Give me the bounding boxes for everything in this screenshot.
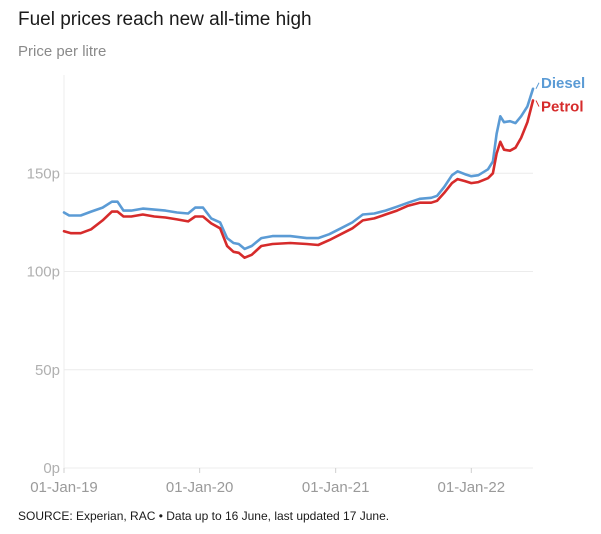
y-tick-label: 50p	[35, 362, 60, 379]
x-tick-label: 01-Jan-19	[30, 479, 98, 496]
x-tick-label: 01-Jan-21	[302, 479, 370, 496]
chart-title: Fuel prices reach new all-time high	[18, 9, 312, 30]
series-label-connector	[535, 82, 540, 89]
series-label-connector	[535, 100, 540, 107]
x-tick-label: 01-Jan-20	[166, 479, 234, 496]
series-labels: Diesel Petrol	[535, 75, 585, 116]
y-tick-label: 0p	[43, 460, 60, 477]
y-tick-label: 100p	[27, 264, 60, 281]
series-line-diesel	[62, 87, 535, 251]
series-label-petrol: Petrol	[541, 99, 584, 116]
chart-subtitle: Price per litre	[18, 43, 107, 60]
source-note: SOURCE: Experian, RAC • Data up to 16 Ju…	[18, 509, 390, 523]
x-axis-ticks: 01-Jan-19 01-Jan-20 01-Jan-21 01-Jan-22	[30, 468, 505, 496]
y-tick-label: 150p	[27, 165, 60, 182]
series-label-diesel: Diesel	[541, 75, 585, 92]
x-tick-label: 01-Jan-22	[438, 479, 506, 496]
series-line-petrol	[62, 99, 535, 259]
y-axis-ticks: 0p 50p 100p 150p	[27, 165, 60, 477]
gridlines	[63, 75, 533, 469]
series-lines	[62, 87, 535, 259]
